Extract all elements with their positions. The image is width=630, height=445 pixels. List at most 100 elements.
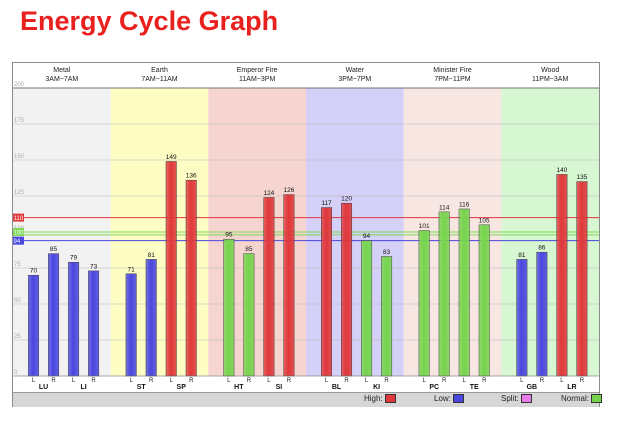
y-tick-label: 75	[14, 262, 21, 268]
side-label: R	[247, 378, 252, 384]
side-label: R	[482, 378, 487, 384]
bar-value-label: 81	[148, 252, 156, 259]
y-tick-label: 150	[14, 154, 25, 160]
chart-header-background	[13, 63, 599, 88]
bar-value-label: 117	[321, 200, 332, 207]
bar-value-label: 120	[341, 196, 352, 203]
y-tick-label: 125	[14, 190, 25, 196]
y-tick-label: 0	[14, 370, 18, 376]
y-tick-label: 200	[14, 82, 25, 88]
reference-label: 110	[14, 216, 24, 222]
bar-gb-l	[516, 259, 528, 377]
bar-bl-l	[321, 207, 333, 377]
meridian-label-lr: LR	[567, 384, 576, 391]
legend-label-low: Low:	[434, 394, 451, 403]
meridian-label-st: ST	[137, 384, 147, 391]
legend-swatch-split	[520, 394, 532, 403]
meridian-label-bl: BL	[332, 384, 342, 391]
side-label: L	[325, 378, 329, 384]
bar-li-r	[88, 270, 100, 377]
reference-badge-100	[13, 228, 24, 236]
bar-st-l	[125, 273, 137, 377]
chart-legend: High: Low: Split: Normal:	[13, 392, 603, 407]
side-label: L	[72, 378, 76, 384]
bar-value-label: 73	[90, 263, 98, 270]
element-time-label: 7PM~11PM	[434, 76, 470, 83]
bar-pc-r	[438, 211, 450, 377]
element-name-label: Minister Fire	[433, 67, 472, 74]
side-label: L	[130, 378, 134, 384]
element-time-label: 11AM~3PM	[239, 76, 275, 83]
meridian-label-pc: PC	[429, 384, 439, 391]
bar-value-label: 95	[225, 232, 233, 239]
meridian-label-ki: KI	[373, 384, 380, 391]
bar-value-label: 105	[479, 217, 490, 224]
bar-value-label: 136	[186, 173, 197, 180]
bar-lu-l	[28, 274, 40, 377]
bar-si-r	[283, 194, 295, 377]
reference-label: 94	[14, 239, 21, 245]
bar-gb-r	[536, 251, 548, 377]
bar-value-label: 71	[128, 266, 136, 273]
meridian-label-gb: GB	[527, 384, 538, 391]
y-tick-label: 25	[14, 334, 21, 340]
bar-value-label: 114	[439, 204, 450, 211]
bar-value-label: 135	[576, 174, 587, 181]
bar-value-label: 149	[166, 154, 177, 161]
side-label: R	[540, 378, 545, 384]
bar-ht-r	[243, 253, 255, 377]
meridian-label-te: TE	[470, 384, 479, 391]
side-label: R	[580, 378, 585, 384]
energy-cycle-chart: Metal 3AM~7AM Earth 7AM~11AM Emperor Fire 11A…	[12, 62, 603, 407]
bar-si-l	[263, 197, 275, 377]
bar-value-label: 79	[70, 255, 78, 262]
side-label: L	[463, 378, 467, 384]
element-time-label: 7AM~11AM	[141, 76, 177, 83]
element-name-label: Metal	[53, 67, 71, 74]
bar-li-l	[68, 261, 80, 377]
meridian-label-ht: HT	[234, 384, 244, 391]
legend-swatch-normal	[591, 394, 603, 403]
meridian-label-lu: LU	[39, 384, 48, 391]
element-name-label: Water	[346, 67, 365, 74]
element-time-label: 3PM~7PM	[338, 76, 371, 83]
y-tick-label: 50	[14, 298, 21, 304]
bar-lr-l	[556, 174, 568, 377]
side-label: R	[149, 378, 154, 384]
side-label: R	[442, 378, 447, 384]
element-name-label: Emperor Fire	[237, 67, 278, 74]
bar-value-label: 116	[459, 201, 470, 208]
bar-bl-r	[341, 202, 353, 377]
bar-ki-l	[361, 240, 373, 377]
bar-lr-r	[576, 181, 588, 377]
bar-value-label: 81	[518, 252, 526, 259]
bar-value-label: 126	[283, 187, 294, 194]
bar-value-label: 140	[556, 167, 567, 174]
legend-item-normal: Normal:	[561, 394, 603, 403]
bar-value-label: 83	[383, 249, 391, 256]
bar-ki-r	[381, 256, 393, 377]
meridian-label-li: LI	[80, 384, 86, 391]
side-label: R	[189, 378, 194, 384]
element-time-label: 3AM~7AM	[45, 76, 78, 83]
element-name-label: Wood	[541, 67, 559, 74]
side-label: R	[287, 378, 292, 384]
meridian-label-sp: SP	[177, 384, 187, 391]
bar-ht-l	[223, 238, 235, 377]
legend-item-low: Low:	[434, 394, 464, 403]
side-label: L	[170, 378, 174, 384]
bar-pc-l	[418, 230, 430, 377]
legend-item-high: High:	[364, 394, 396, 403]
reference-badge-110	[13, 213, 24, 222]
bar-lu-r	[48, 253, 60, 377]
legend-label-high: High:	[364, 394, 383, 403]
side-label: R	[344, 378, 349, 384]
side-label: L	[520, 378, 524, 384]
side-label: R	[384, 378, 389, 384]
legend-swatch-low	[452, 394, 464, 403]
element-name-label: Earth	[151, 67, 168, 74]
bar-value-label: 124	[263, 190, 274, 197]
meridian-label-si: SI	[276, 384, 283, 391]
side-label: L	[560, 378, 564, 384]
bar-te-l	[458, 208, 470, 377]
